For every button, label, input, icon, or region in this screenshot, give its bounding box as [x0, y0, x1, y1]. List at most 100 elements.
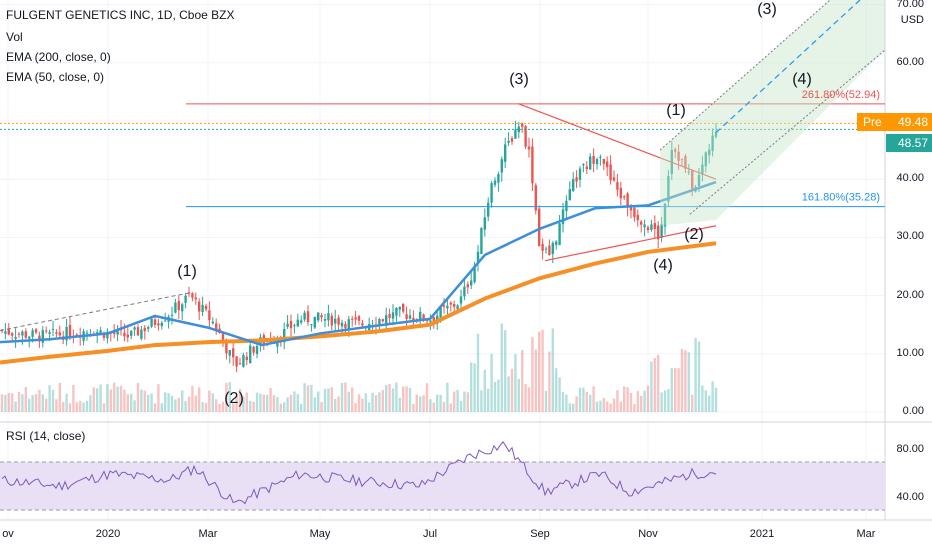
volume-bar — [714, 387, 718, 412]
volume-bar — [41, 394, 44, 412]
volume-bar — [534, 349, 537, 412]
volume-bar — [476, 333, 480, 412]
volume-bar — [347, 391, 350, 412]
candle-body — [606, 161, 609, 168]
candle-body — [439, 307, 442, 319]
volume-bar — [79, 400, 82, 412]
rsi-legend[interactable]: RSI (14, close) — [6, 429, 86, 443]
candle-body — [327, 313, 330, 321]
candle-body — [432, 317, 435, 322]
triangle-upper-line — [517, 102, 717, 180]
volume-bar — [4, 394, 7, 412]
volume-bar — [592, 386, 595, 412]
candle-body — [351, 318, 354, 320]
candle-body — [565, 200, 568, 212]
volume-bar — [191, 385, 194, 412]
candle-body — [476, 251, 480, 263]
volume-bar — [184, 401, 187, 412]
volume-bar — [221, 401, 225, 412]
candle-body — [75, 334, 78, 336]
volume-bar — [14, 401, 17, 412]
volume-bar — [585, 391, 588, 412]
candle-body — [650, 224, 653, 230]
volume-bar — [170, 395, 174, 412]
candle-body — [133, 327, 136, 330]
candle-body — [711, 135, 714, 151]
volume-bar — [385, 384, 388, 412]
candle-body — [633, 207, 636, 218]
candle-body — [140, 329, 143, 339]
volume-bar — [310, 384, 313, 412]
candle-body — [391, 312, 395, 319]
volume-bar — [453, 391, 456, 412]
candle-body — [398, 306, 401, 310]
candle-body — [296, 319, 299, 327]
volume-bar — [72, 384, 75, 412]
candle-body — [28, 336, 31, 339]
time-tick-label: Sep — [530, 528, 550, 540]
volume-bar — [136, 382, 140, 412]
candle-body — [344, 323, 347, 329]
volume-bar — [65, 393, 68, 412]
volume-bar — [422, 395, 425, 412]
pre-market-badge: Pre — [857, 113, 888, 131]
volume-bar — [412, 403, 415, 412]
candle-body — [629, 207, 633, 211]
volume-bar — [561, 392, 565, 412]
vol-legend[interactable]: Vol — [6, 30, 23, 44]
trend-dashed-line — [0, 292, 191, 332]
candle-body — [330, 315, 333, 326]
volume-bar — [259, 393, 262, 412]
candle-body — [663, 203, 667, 227]
candle-body — [17, 333, 21, 335]
candle-body — [99, 330, 102, 334]
price-tick-label: 70.00 — [896, 0, 924, 10]
volume-bar — [249, 400, 252, 412]
candle-body — [470, 280, 473, 286]
currency-label: USD — [900, 14, 924, 26]
candle-body — [58, 332, 61, 336]
volume-bar — [497, 379, 500, 412]
candle-body — [595, 159, 599, 165]
triangle-lower-line — [544, 225, 717, 262]
candle-body — [429, 320, 432, 322]
volume-bar — [419, 396, 422, 412]
volume-bar — [646, 385, 650, 412]
volume-bar — [575, 396, 578, 412]
candle-body — [602, 158, 605, 164]
candle-body — [402, 303, 405, 312]
ema50-legend[interactable]: EMA (50, close, 0) — [6, 70, 105, 84]
candle-body — [517, 126, 520, 133]
candle-body — [194, 297, 197, 300]
candle-body — [544, 248, 548, 250]
volume-bar — [374, 395, 378, 412]
candle-body — [456, 305, 459, 310]
candle-body — [300, 320, 303, 323]
volume-bar — [704, 390, 707, 412]
candle-body — [541, 243, 544, 251]
volume-bar — [177, 397, 180, 412]
candle-body — [408, 315, 412, 319]
ema200-legend[interactable]: EMA (200, close, 0) — [6, 50, 111, 64]
candle-body — [334, 318, 337, 324]
candle-body — [646, 227, 650, 231]
candle-body — [337, 317, 340, 325]
volume-bar — [327, 388, 330, 412]
volume-bar — [255, 392, 259, 412]
volume-bar — [300, 403, 303, 412]
time-tick-label: 2020 — [95, 528, 121, 540]
volume-bar — [504, 330, 507, 412]
candle-body — [473, 265, 476, 283]
candle-body — [548, 245, 551, 256]
volume-bar — [113, 382, 116, 412]
candle-body — [41, 330, 44, 343]
volume-bar — [493, 382, 497, 412]
candle-body — [527, 146, 531, 150]
volume-bar — [218, 403, 221, 412]
volume-bar — [463, 391, 466, 412]
candle-body — [191, 293, 194, 298]
volume-bar — [459, 401, 463, 412]
volume-bar — [92, 387, 95, 412]
volume-bar — [126, 394, 129, 412]
